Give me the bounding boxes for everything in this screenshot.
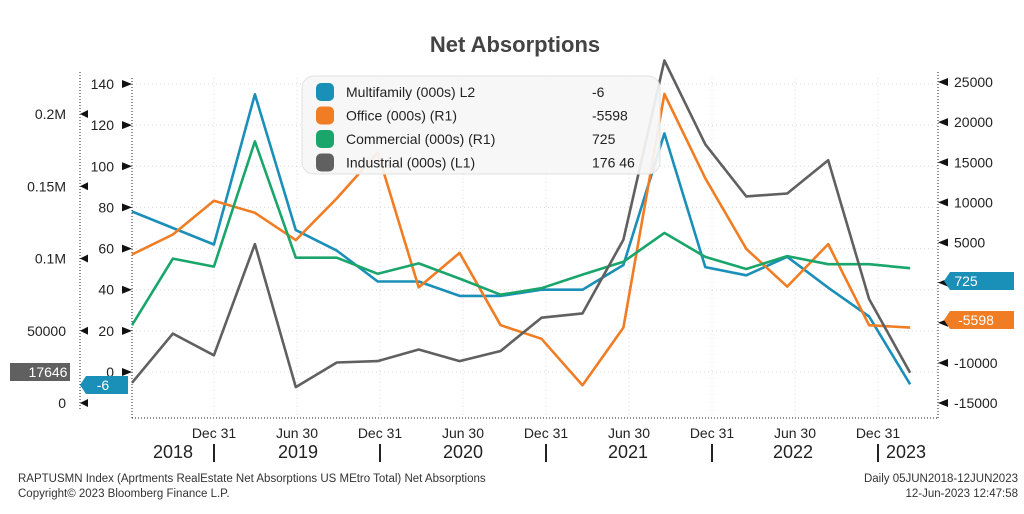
x-tick-label: Jun 30 bbox=[276, 425, 318, 441]
left-inner-tick-label: 120 bbox=[91, 117, 115, 133]
chart-title: Net Absorptions bbox=[430, 32, 600, 57]
right-tick-mark bbox=[938, 78, 948, 86]
left-outer-tick-mark bbox=[80, 254, 88, 263]
x-year-label: 2019 bbox=[278, 442, 318, 462]
edge-value-badge bbox=[944, 311, 1014, 329]
left-outer-tick-label: 50000 bbox=[27, 323, 66, 339]
x-year-label: 2022 bbox=[773, 442, 813, 462]
left-outer-tick-label: 0.1M bbox=[35, 251, 66, 267]
edge-value-badge bbox=[80, 376, 128, 394]
x-tick-label: Dec 31 bbox=[192, 425, 237, 441]
legend-swatch bbox=[316, 130, 334, 148]
series-line bbox=[131, 59, 912, 389]
legend-series-value: 725 bbox=[592, 131, 616, 147]
left-inner-tick-label: 0 bbox=[106, 364, 114, 380]
right-tick-label: 20000 bbox=[954, 114, 993, 130]
edge-value-label: 17646 bbox=[29, 364, 68, 380]
left-outer-tick-mark bbox=[80, 399, 88, 407]
legend: Multifamily (000s) L2 -6 Office (000s) (R1… bbox=[301, 75, 661, 175]
legend-series-name: Office (000s) (R1) bbox=[346, 108, 457, 124]
left-inner-tick-label: 100 bbox=[91, 158, 115, 174]
right-tick-mark bbox=[938, 198, 948, 207]
x-tick-label: Jun 30 bbox=[608, 425, 650, 441]
edge-value-badge bbox=[944, 272, 1014, 290]
left-inner-tick-label: 60 bbox=[98, 241, 114, 257]
left-inner-tick-mark bbox=[122, 121, 132, 130]
right-tick-label: 5000 bbox=[954, 235, 985, 251]
legend-swatch bbox=[316, 83, 334, 101]
left-inner-tick-mark bbox=[122, 162, 132, 171]
footer-source-text: RAPTUSMN Index (Aprtments RealEstate Net… bbox=[18, 473, 486, 485]
x-tick-label: Dec 31 bbox=[524, 425, 569, 441]
x-year-label: 2023 bbox=[886, 442, 926, 462]
edge-labels: 17646 -6 725 -5598 bbox=[10, 272, 1014, 394]
x-tick-label: Dec 31 bbox=[856, 425, 901, 441]
left-inner-tick-label: 40 bbox=[98, 282, 114, 298]
legend-series-name: Multifamily (000s) L2 bbox=[346, 84, 475, 100]
x-year-label: 2021 bbox=[608, 442, 648, 462]
legend-series-value: 176 46 bbox=[592, 155, 635, 171]
left-outer-tick-mark bbox=[80, 110, 88, 118]
footer-timestamp: 12-Jun-2023 12:47:58 bbox=[905, 488, 1018, 500]
left-inner-tick-mark bbox=[122, 203, 132, 212]
series-lines bbox=[130, 59, 912, 389]
legend-swatch bbox=[316, 106, 334, 125]
x-tick-label: Dec 31 bbox=[358, 425, 403, 441]
left-inner-tick-mark bbox=[122, 244, 132, 253]
right-tick-label: -15000 bbox=[954, 395, 998, 411]
right-tick-label: 25000 bbox=[954, 74, 993, 90]
right-tick-label: -10000 bbox=[954, 355, 998, 371]
left-outer-tick-label: 0.15M bbox=[27, 178, 66, 194]
legend-box bbox=[301, 75, 661, 175]
left-inner-tick-label: 80 bbox=[98, 199, 114, 215]
left-inner-tick-mark bbox=[122, 368, 132, 376]
legend-series-value: -6 bbox=[592, 84, 605, 100]
left-outer-tick-label: 0 bbox=[58, 395, 66, 411]
left-outer-tick-label: 0.2M bbox=[35, 106, 66, 122]
edge-value-label: -6 bbox=[97, 377, 110, 393]
series-line bbox=[130, 140, 911, 326]
footer-date-range: Daily 05JUN2018-12JUN2023 bbox=[863, 473, 1018, 485]
right-tick-label: 15000 bbox=[954, 154, 993, 170]
series-line bbox=[131, 93, 912, 385]
footer-range: Daily 05JUN2018-12JUN2023 12-Jun-2023 12… bbox=[864, 472, 1018, 502]
left-inner-tick-mark bbox=[122, 80, 132, 88]
legend-swatch bbox=[316, 153, 334, 172]
x-tick-label: Dec 31 bbox=[690, 425, 735, 441]
left-inner-tick-mark bbox=[122, 285, 132, 294]
right-tick-mark bbox=[938, 358, 948, 367]
x-year-label: 2020 bbox=[443, 442, 483, 462]
series-line bbox=[131, 92, 911, 387]
legend-series-name: Industrial (000s) (L1) bbox=[346, 155, 475, 171]
left-inner-tick-mark bbox=[122, 326, 132, 335]
right-tick-mark bbox=[938, 158, 948, 167]
left-inner-tick-label: 20 bbox=[98, 323, 114, 339]
legend-series-value: -5598 bbox=[592, 108, 628, 124]
edge-value-label: 725 bbox=[954, 273, 978, 289]
right-tick-mark bbox=[938, 399, 948, 407]
footer-copyright: Copyright© 2023 Bloomberg Finance L.P. bbox=[18, 488, 230, 500]
x-tick-label: Jun 30 bbox=[774, 425, 816, 441]
x-tick-label: Jun 30 bbox=[442, 425, 484, 441]
edge-value-label: -5598 bbox=[958, 312, 994, 328]
right-tick-mark bbox=[938, 118, 948, 127]
x-year-label: 2018 bbox=[153, 442, 193, 462]
footer-source: RAPTUSMN Index (Aprtments RealEstate Net… bbox=[18, 472, 486, 502]
left-inner-tick-label: 140 bbox=[91, 76, 115, 92]
left-outer-tick-mark bbox=[80, 326, 88, 335]
left-outer-tick-mark bbox=[80, 182, 88, 191]
legend-series-name: Commercial (000s) (R1) bbox=[346, 131, 495, 147]
axes: 0 50000 0.1M 0.15M 0.2M 0 20 40 60 80 100 120 140 -15… bbox=[27, 72, 998, 462]
edge-value-badge bbox=[10, 363, 70, 381]
right-tick-label: 10000 bbox=[954, 194, 993, 210]
right-tick-mark bbox=[938, 238, 948, 247]
